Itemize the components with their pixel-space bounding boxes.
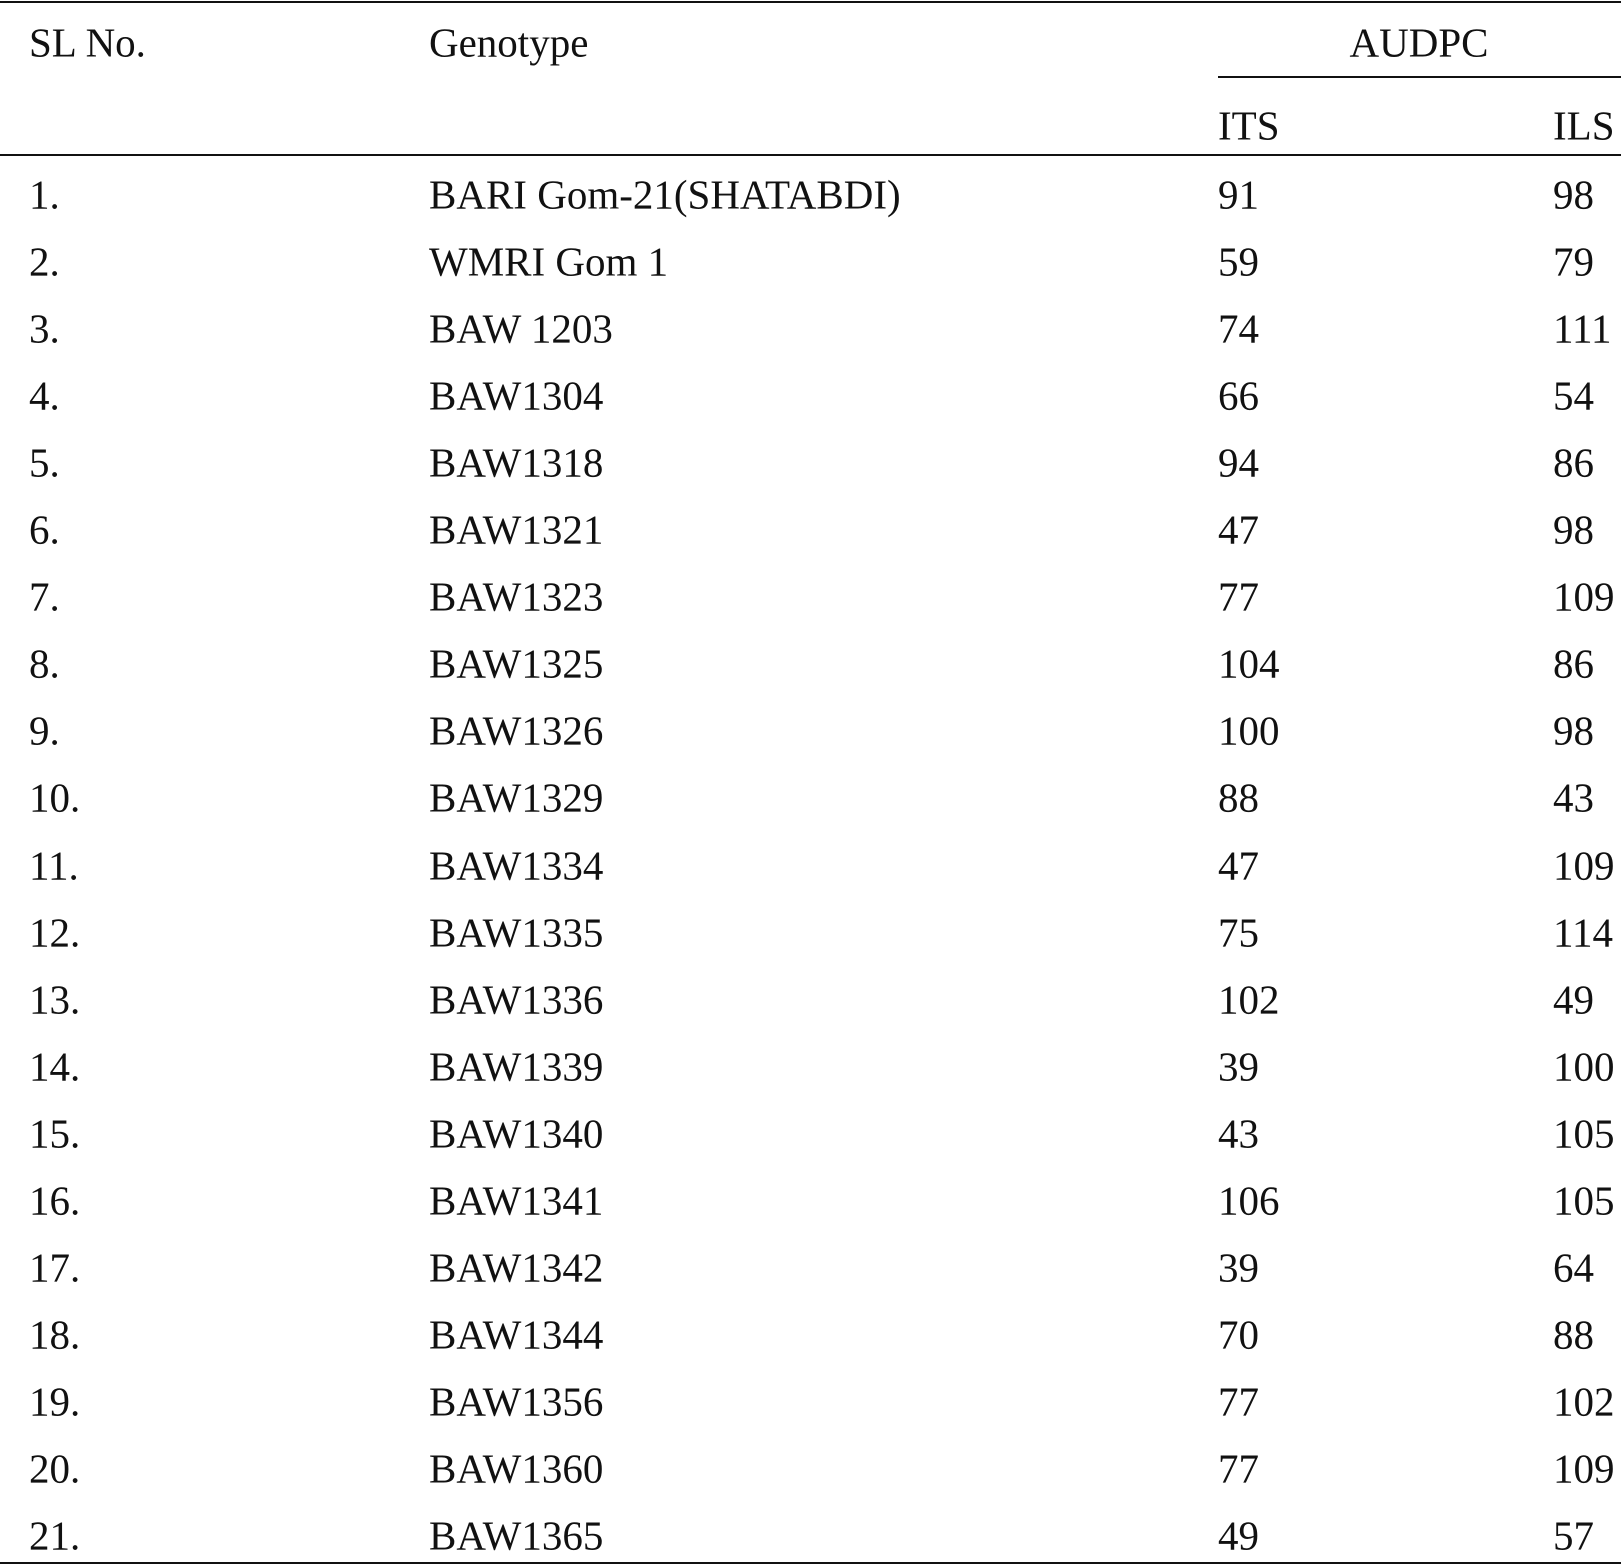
sl-cell: 19.	[29, 1378, 81, 1425]
ils-cell: 88	[1553, 1311, 1594, 1358]
sl-cell: 6.	[29, 506, 60, 553]
genotype-cell: BAW1318	[429, 439, 604, 486]
sl-cell: 1.	[29, 171, 60, 218]
its-cell: 100	[1218, 707, 1280, 754]
genotype-cell: BAW1323	[429, 573, 604, 620]
sl-cell: 10.	[29, 774, 81, 821]
genotype-cell: BAW1341	[429, 1177, 604, 1224]
its-cell: 66	[1218, 372, 1259, 419]
top-rule	[0, 1, 1621, 3]
ils-cell: 109	[1553, 1445, 1615, 1492]
subheader-cell: ITS	[1218, 102, 1280, 149]
genotype-cell: BAW1336	[429, 976, 604, 1023]
ils-cell: 98	[1553, 707, 1594, 754]
its-cell: 49	[1218, 1512, 1259, 1559]
ils-cell: 64	[1553, 1244, 1594, 1291]
ils-cell: 111	[1553, 305, 1612, 352]
ils-cell: 49	[1553, 976, 1594, 1023]
genotype-cell: BAW1304	[429, 372, 604, 419]
genotype-cell: BAW1342	[429, 1244, 604, 1291]
sl-cell: 2.	[29, 238, 60, 285]
sl-cell: 5.	[29, 439, 60, 486]
sl-cell: 9.	[29, 707, 60, 754]
genotype-cell: BAW1334	[429, 842, 604, 888]
its-cell: 91	[1218, 171, 1259, 218]
ils-cell: 98	[1553, 171, 1594, 218]
its-cell: 47	[1218, 842, 1259, 888]
sl-cell: 8.	[29, 640, 60, 687]
ils-cell: 102	[1553, 1378, 1615, 1425]
genotype-cell: BAW1344	[429, 1311, 604, 1358]
ils-cell: 86	[1553, 640, 1594, 687]
header-cell: AUDPC	[1349, 19, 1489, 66]
genotype-cell: BAW1326	[429, 707, 604, 754]
its-cell: 102	[1218, 976, 1280, 1023]
genotype-cell: BARI Gom-21(SHATABDI)	[429, 171, 901, 218]
sl-cell: 12.	[29, 909, 81, 956]
ils-cell: 105	[1553, 1110, 1615, 1157]
its-cell: 77	[1218, 1445, 1259, 1492]
sl-cell: 16.	[29, 1177, 81, 1224]
ils-cell: 114	[1553, 909, 1613, 956]
ils-cell: 86	[1553, 439, 1594, 486]
sl-cell: 14.	[29, 1043, 81, 1090]
genotype-cell: BAW 1203	[429, 305, 613, 352]
sl-cell: 7.	[29, 573, 60, 620]
its-cell: 104	[1218, 640, 1280, 687]
ils-cell: 98	[1553, 506, 1594, 553]
genotype-cell: BAW1321	[429, 506, 604, 553]
header-cell: Genotype	[429, 19, 589, 66]
subheader-cell: ILS	[1553, 102, 1615, 149]
genotype-cell: BAW1335	[429, 909, 604, 956]
ils-cell: 43	[1553, 774, 1594, 821]
sl-cell: 21.	[29, 1512, 81, 1559]
its-cell: 77	[1218, 1378, 1259, 1425]
its-cell: 94	[1218, 439, 1259, 486]
sl-cell: 17.	[29, 1244, 81, 1291]
its-cell: 39	[1218, 1244, 1259, 1291]
genotype-cell: WMRI Gom 1	[429, 238, 669, 285]
group-rule	[1218, 76, 1621, 78]
sl-cell: 3.	[29, 305, 60, 352]
sl-cell: 13.	[29, 976, 81, 1023]
genotype-cell: BAW1325	[429, 640, 604, 687]
ils-cell: 57	[1553, 1512, 1594, 1559]
its-cell: 77	[1218, 573, 1259, 620]
ils-cell: 79	[1553, 238, 1594, 285]
its-cell: 39	[1218, 1043, 1259, 1090]
its-cell: 88	[1218, 774, 1259, 821]
ils-cell: 100	[1553, 1043, 1615, 1090]
sl-cell: 11.	[29, 842, 79, 888]
its-cell: 47	[1218, 506, 1259, 553]
its-cell: 106	[1218, 1177, 1280, 1224]
genotype-cell: BAW1329	[429, 774, 604, 821]
its-cell: 59	[1218, 238, 1259, 285]
header-rule	[0, 154, 1621, 156]
sl-cell: 15.	[29, 1110, 81, 1157]
header-cell: SL No.	[29, 19, 146, 66]
its-cell: 75	[1218, 909, 1259, 956]
ils-cell: 105	[1553, 1177, 1615, 1224]
ils-cell: 54	[1553, 372, 1594, 419]
genotype-cell: BAW1340	[429, 1110, 604, 1157]
ils-cell: 109	[1553, 573, 1615, 620]
ils-cell: 109	[1553, 842, 1615, 888]
sl-cell: 4.	[29, 372, 60, 419]
its-cell: 74	[1218, 305, 1259, 352]
genotype-cell: BAW1365	[429, 1512, 604, 1559]
genotype-cell: BAW1360	[429, 1445, 604, 1492]
sl-cell: 20.	[29, 1445, 81, 1492]
its-cell: 70	[1218, 1311, 1259, 1358]
bottom-rule	[0, 1562, 1621, 1564]
its-cell: 43	[1218, 1110, 1259, 1157]
sl-cell: 18.	[29, 1311, 81, 1358]
genotype-cell: BAW1356	[429, 1378, 604, 1425]
genotype-cell: BAW1339	[429, 1043, 604, 1090]
